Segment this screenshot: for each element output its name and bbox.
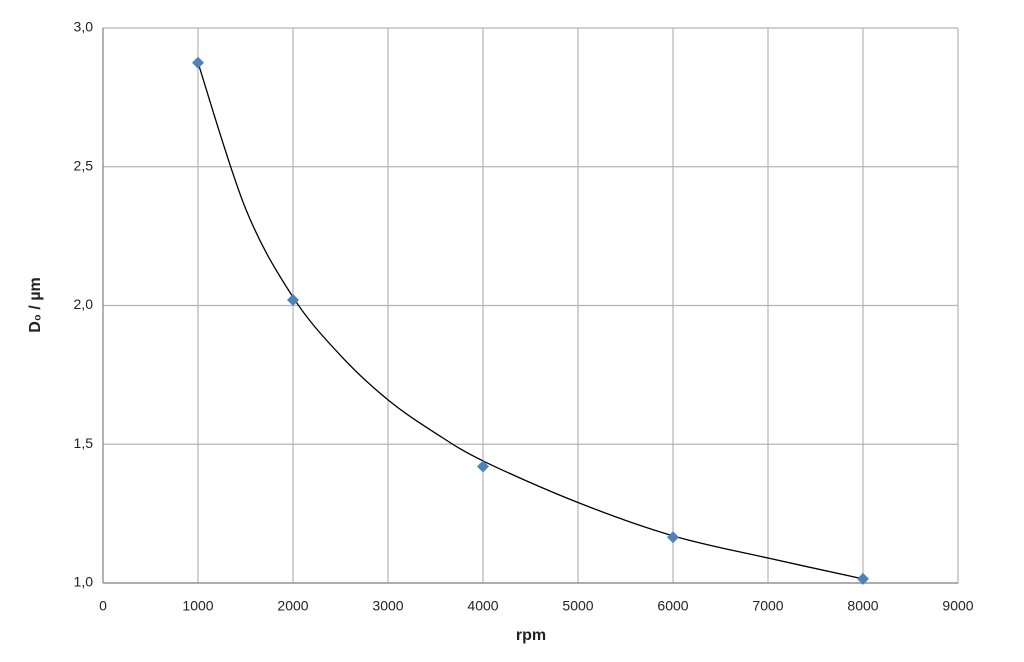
data-point — [477, 460, 489, 473]
x-tick-label: 6000 — [657, 598, 688, 614]
data-point — [287, 293, 299, 306]
x-tick-label: 4000 — [467, 598, 498, 614]
x-tick-label: 8000 — [847, 598, 878, 614]
y-tick-label: 1,5 — [74, 435, 94, 451]
x-tick-label: 0 — [99, 598, 107, 614]
data-point — [192, 56, 204, 69]
y-axis-label: D₀ / µm — [27, 277, 44, 333]
x-tick-label: 1000 — [182, 598, 213, 614]
x-tick-label: 2000 — [277, 598, 308, 614]
y-tick-label: 2,0 — [74, 296, 94, 312]
trend-line — [197, 62, 864, 580]
x-tick-label: 7000 — [752, 598, 783, 614]
y-tick-label: 1,0 — [74, 574, 94, 590]
data-point — [857, 572, 869, 585]
data-point — [667, 531, 679, 544]
x-tick-label: 5000 — [562, 598, 593, 614]
x-tick-label: 9000 — [942, 598, 973, 614]
x-tick-label: 3000 — [372, 598, 403, 614]
x-axis-label: rpm — [516, 627, 546, 644]
y-tick-label: 3,0 — [74, 19, 94, 35]
y-tick-label: 2,5 — [74, 157, 94, 173]
